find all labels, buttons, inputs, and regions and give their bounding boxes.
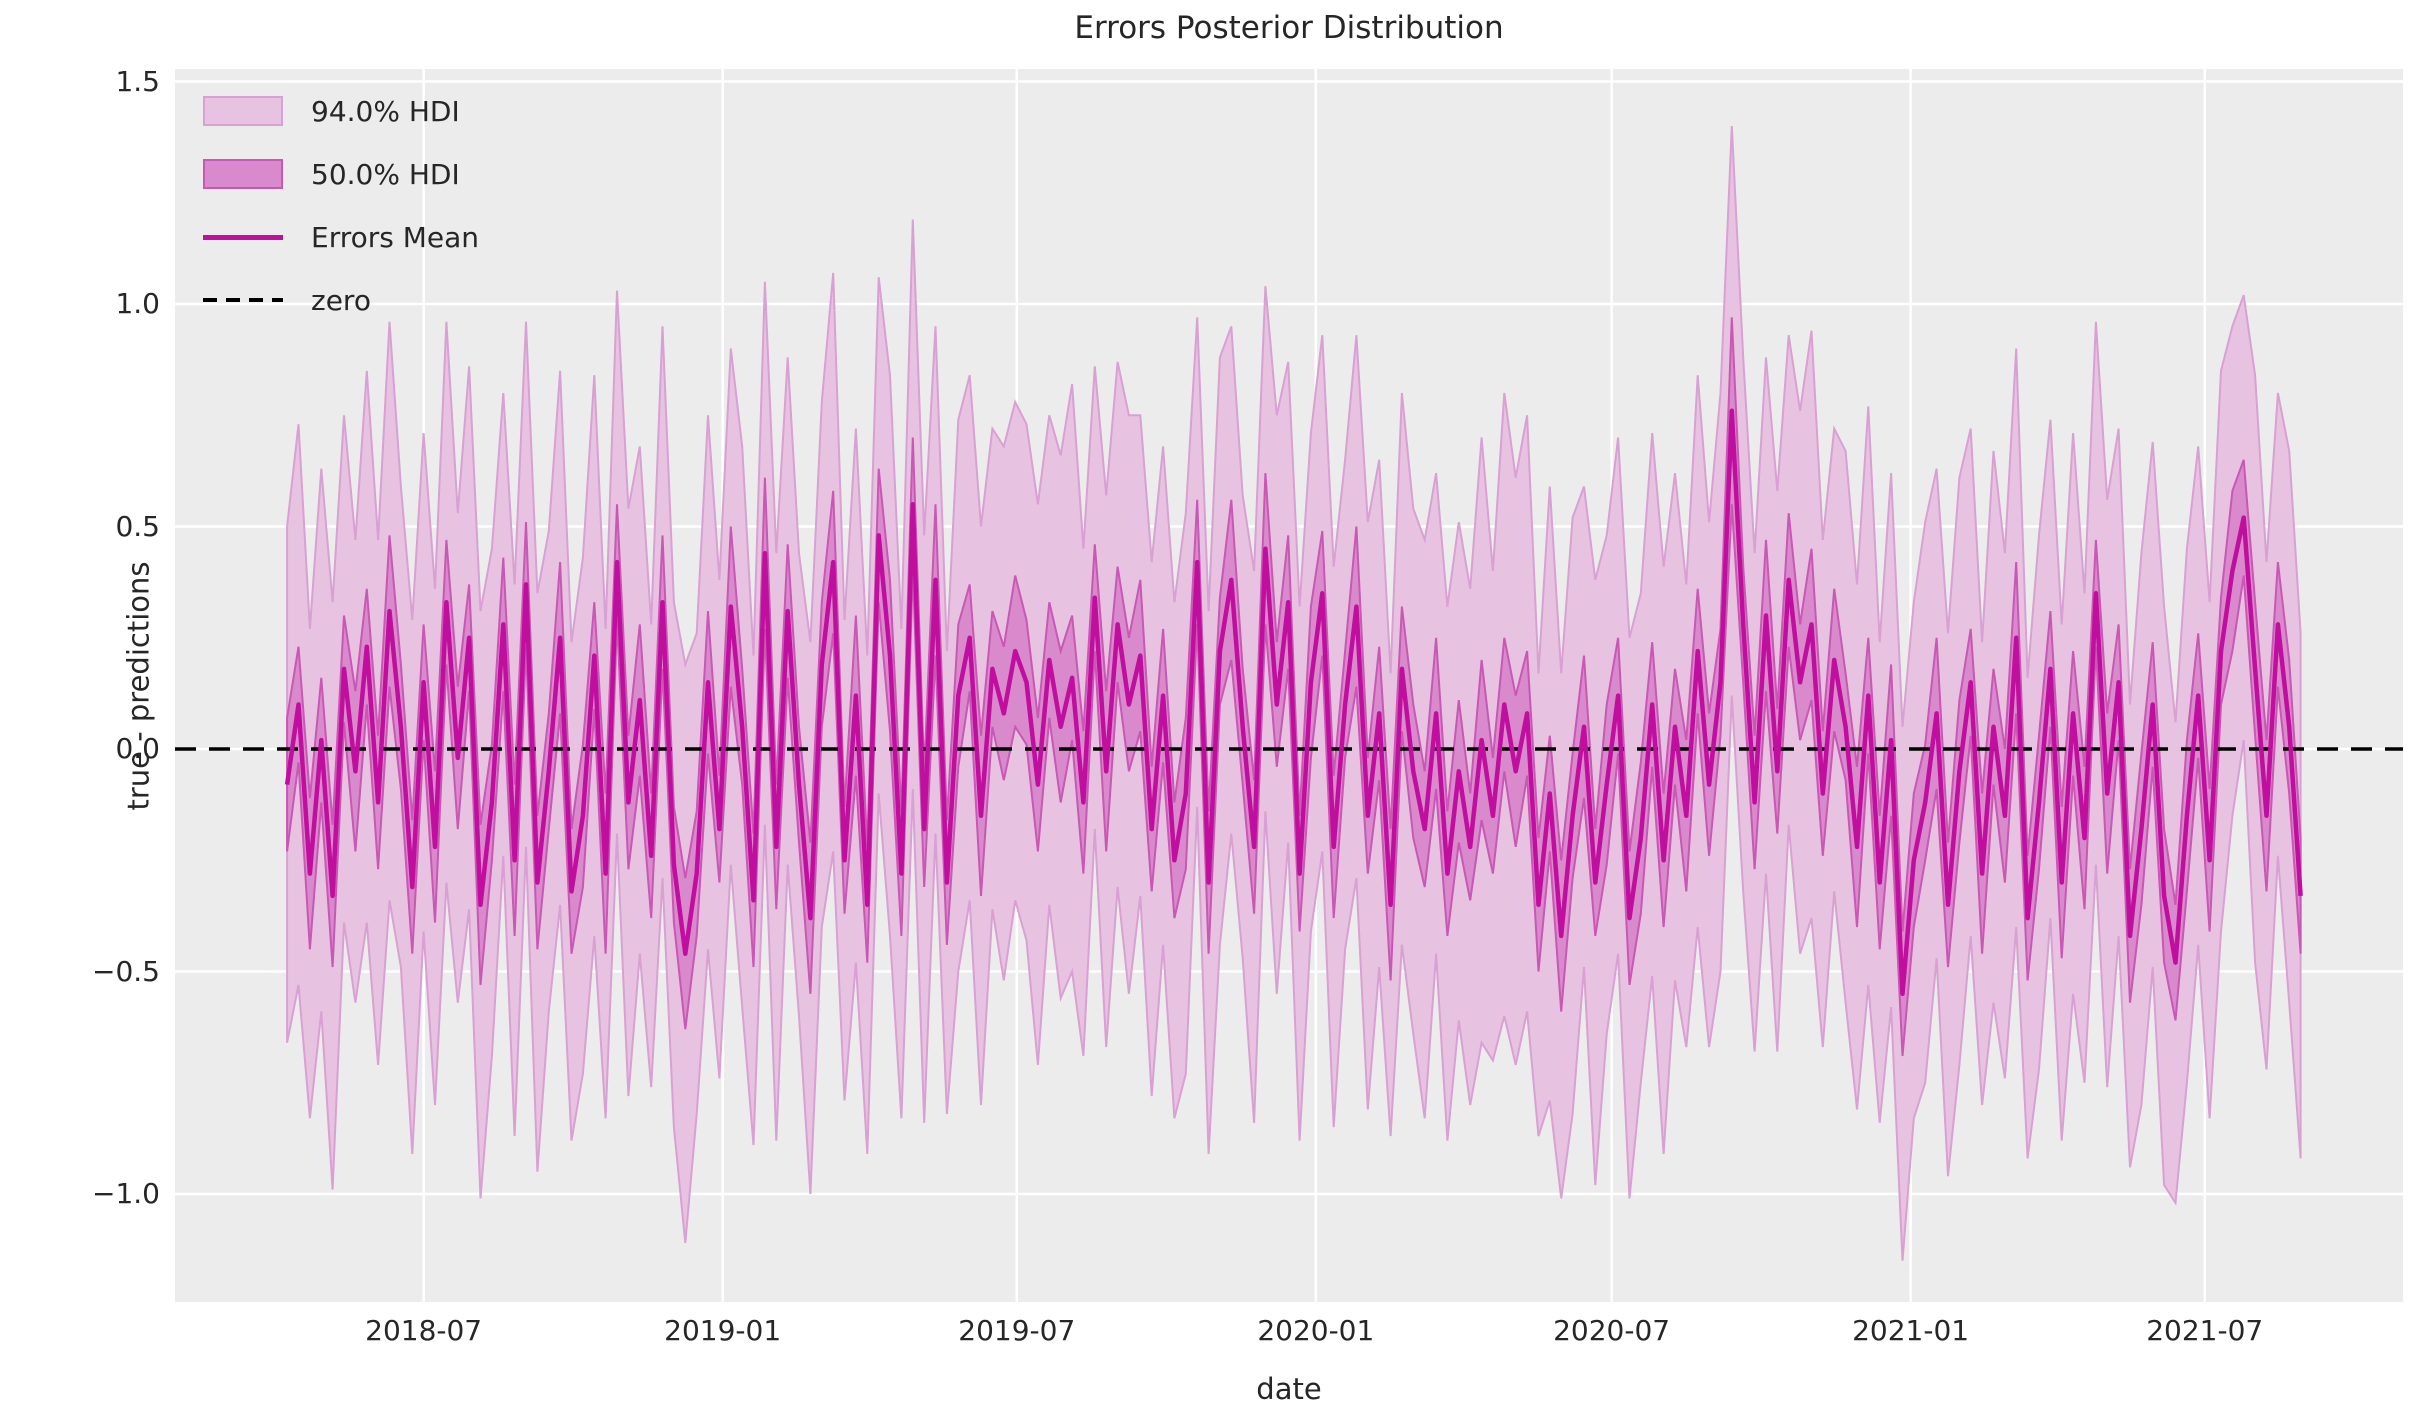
y-tick-label: 1.5 [115, 64, 160, 98]
legend: 94.0% HDI 50.0% HDI Errors Mean zero [203, 93, 479, 345]
x-axis-label: date [1256, 1372, 1322, 1406]
plot-area: 94.0% HDI 50.0% HDI Errors Mean zero [175, 69, 2403, 1302]
y-tick-label: −1.0 [92, 1176, 160, 1210]
x-tick-label: 2020-01 [1257, 1314, 1375, 1347]
legend-label: Errors Mean [311, 220, 480, 254]
x-tick-label: 2019-01 [664, 1314, 782, 1347]
hdi50-swatch-icon [203, 159, 283, 189]
errors-mean-line [284, 408, 2303, 997]
x-tick-label: 2020-07 [1553, 1314, 1671, 1347]
legend-item-mean: Errors Mean [203, 219, 479, 255]
y-tick-label: 0.5 [115, 509, 160, 543]
chart-title: Errors Posterior Distribution [1074, 10, 1504, 46]
zero-line-swatch-icon [203, 298, 283, 302]
y-tick-label: 0.0 [115, 732, 160, 765]
mean-line-swatch-icon [203, 234, 283, 240]
x-tick-label: 2021-07 [2146, 1314, 2264, 1347]
hdi94-swatch-icon [203, 96, 283, 126]
legend-item-hdi94: 94.0% HDI [203, 93, 479, 129]
plot-canvas [175, 69, 2403, 1302]
x-tick-label: 2021-01 [1852, 1314, 1970, 1347]
x-tick-label: 2019-07 [958, 1314, 1076, 1347]
legend-label: 94.0% HDI [311, 94, 460, 128]
y-tick-label: −0.5 [92, 954, 160, 988]
legend-label: zero [311, 283, 371, 317]
y-tick-label: 1.0 [115, 287, 160, 320]
legend-item-hdi50: 50.0% HDI [203, 156, 479, 192]
legend-item-zero: zero [203, 282, 479, 318]
y-axis-label: true - predictions [121, 561, 156, 811]
x-tick-label: 2018-07 [365, 1314, 483, 1347]
legend-label: 50.0% HDI [311, 157, 460, 191]
